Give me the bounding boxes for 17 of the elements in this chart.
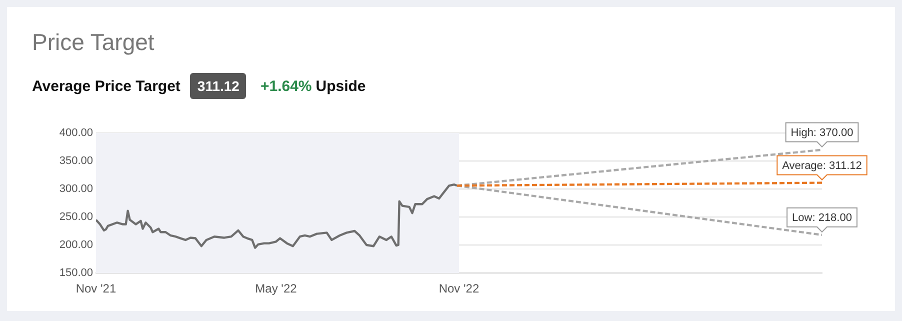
chart-subtitle: Average Price Target: [32, 78, 180, 94]
annotation: Average: 311.12: [782, 160, 862, 172]
x-tick-label: Nov '22: [438, 282, 480, 296]
x-tick-label: Nov '21: [76, 282, 116, 296]
text: +1.64%: [260, 78, 312, 94]
annotation: Low: 218.00: [792, 212, 852, 224]
text: Upside: [316, 78, 366, 94]
y-tick-label: 250.00: [59, 211, 93, 224]
x-tick-label: May '22: [255, 282, 298, 296]
y-tick-label: 350.00: [59, 155, 93, 168]
text: 311.12: [190, 73, 246, 99]
y-tick-label: 150.00: [59, 267, 93, 280]
y-tick-label: 400.00: [59, 127, 93, 140]
y-tick-label: 200.00: [59, 239, 93, 252]
annotation: High: 370.00: [790, 126, 854, 139]
chart-title: Price Target: [32, 29, 154, 56]
y-tick-label: 300.00: [59, 183, 93, 196]
